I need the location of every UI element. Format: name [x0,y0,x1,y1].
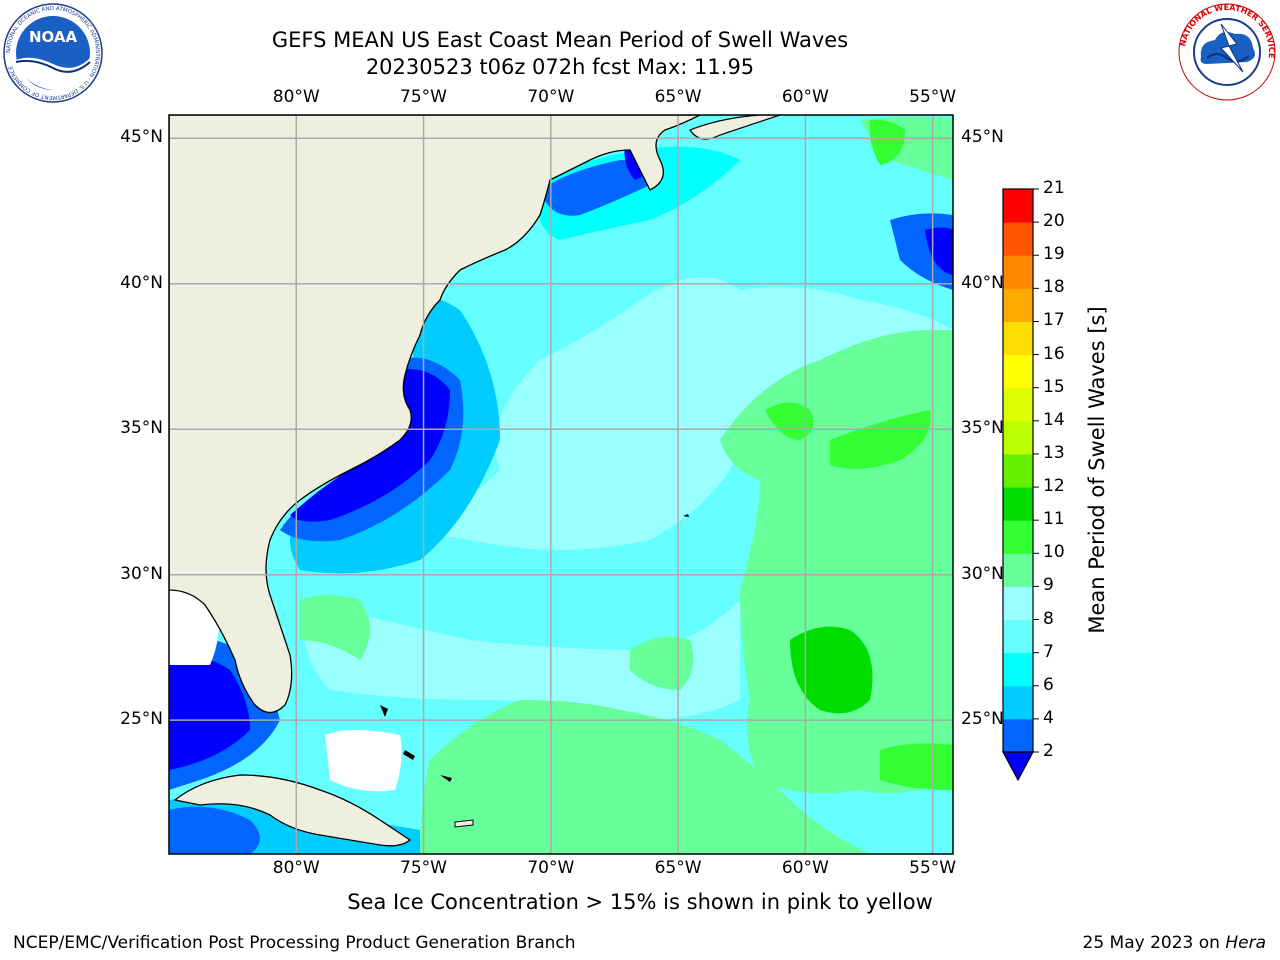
colorbar-box [1003,718,1033,753]
colorbar-tick-label: 11 [1043,509,1065,530]
colorbar-tick-label: 7 [1043,641,1054,662]
field-lt2-gulf [169,656,250,770]
lat-tick-label: 40°N [120,272,163,293]
map-title: GEFS MEAN US East Coast Mean Period of S… [271,28,849,52]
colorbar-tick-label: 13 [1043,442,1065,463]
colorbar-tick-label: 9 [1043,575,1054,596]
colorbar-box [1003,420,1033,455]
colorbar-tick-label: 4 [1043,707,1054,728]
lat-tick-label: 35°N [961,418,1004,439]
colorbar-tick-label: 17 [1043,310,1065,331]
field-10-11-a [765,402,814,440]
colorbar-box [1003,586,1033,621]
colorbar-outline [1002,188,1034,753]
colorbar-tick-label: 20 [1043,211,1065,232]
lon-tick-label: 55°W [909,858,957,878]
blank-florida-west [169,590,219,665]
lon-tick-label: 65°W [654,87,702,107]
field-2-4-gulfmaine [540,160,660,216]
colorbar-tick-label: 6 [1043,674,1054,695]
field-10-11-d [880,743,953,790]
lon-tick-label: 70°W [527,858,575,878]
credit-left: NCEP/EMC/Verification Post Processing Pr… [13,933,576,953]
lat-tick-label: 40°N [961,272,1004,293]
colorbar-box [1003,222,1033,256]
nws-logo: NATIONAL WEATHER SERVICE [1178,3,1276,101]
credit-host: Hera [1225,933,1266,953]
lat-tick-label: 30°N [120,563,163,584]
lat-tick-label: 35°N [120,418,163,439]
colorbar-tick-label: 10 [1043,542,1065,563]
colorbar-tick-label: 16 [1043,343,1065,364]
lon-tick-label: 65°W [654,858,702,878]
field-9-10-south [420,700,870,854]
field-8-9-center [300,277,763,560]
colorbar-extend-under [1001,751,1035,782]
map-frame [168,114,954,855]
lon-tick-label: 80°W [272,87,320,107]
lat-tick-label: 25°N [961,709,1004,730]
colorbar-box [1003,354,1033,389]
colorbar-tick-label: 2 [1043,741,1054,761]
colorbar-tick-label: 15 [1043,376,1065,397]
island-bahamas-1 [380,705,388,717]
gridlines [169,115,953,854]
field-9-10-gulfstream [300,595,370,660]
colorbar-box [1003,553,1033,587]
lon-tick-label: 70°W [527,87,575,107]
colorbar-box [1003,453,1033,488]
field-10-11-b [830,410,931,469]
colorbar-box [1003,520,1033,554]
colorbar-tick-label: 8 [1043,608,1054,629]
credit-right: 25 May 2023 on Hera [1083,933,1267,953]
svg-text:NOAA: NOAA [29,28,78,46]
lon-tick-label: 75°W [400,858,447,878]
lon-tick-label: 60°W [781,87,829,107]
lat-tick-label: 45°N [961,127,1004,148]
lon-tick-label: 55°W [909,87,957,107]
colorbar-tick-label: 12 [1043,476,1065,497]
colorbar-tick-label: 18 [1043,277,1065,298]
colorbar-box [1003,685,1033,720]
lat-tick-label: 45°N [120,127,163,148]
land-cuba [173,774,412,847]
colorbar-box [1003,288,1033,322]
field-10-11-c [790,626,873,714]
island-bahamas-2 [403,750,415,760]
colorbar-tick-label: 14 [1043,409,1065,430]
sea-ice-footnote: Sea Ice Concentration > 15% is shown in … [347,890,933,914]
land-north-america [169,115,701,714]
credit-date: 25 May 2023 on [1082,933,1226,953]
colorbar-box [1003,387,1033,422]
island-bahamas-3 [440,775,452,782]
lon-tick-label: 80°W [272,858,320,878]
field-2-4-carib [169,806,260,854]
colorbar-box [1003,189,1033,223]
blank-bahamas [325,730,402,792]
noaa-logo: NOAA NATIONAL OCEANIC AND ATMOSPHERIC AD… [3,3,103,103]
island-bermuda [683,514,689,517]
colorbar-tick-label: 21 [1043,178,1065,198]
colorbar-title: Mean Period of Swell Waves [s] [1085,306,1109,634]
lat-tick-label: 30°N [961,563,1004,584]
lon-tick-label: 75°W [400,87,447,107]
lat-tick-label: 25°N [120,709,163,730]
field-lt2-coast [290,369,450,522]
map-subtitle: 20230523 t06z 072h fcst Max: 11.95 [365,55,755,79]
colorbar-box [1003,255,1033,289]
island-puertorico [454,819,474,828]
colorbar-box [1003,321,1033,356]
colorbar-tick-label: 19 [1043,244,1065,265]
colorbar-box [1003,619,1033,654]
field-8-9-south [300,600,740,720]
lon-tick-label: 60°W [781,858,829,878]
field-10-11-e [869,119,905,165]
colorbar-box [1003,652,1033,687]
colorbar-box [1003,487,1033,521]
